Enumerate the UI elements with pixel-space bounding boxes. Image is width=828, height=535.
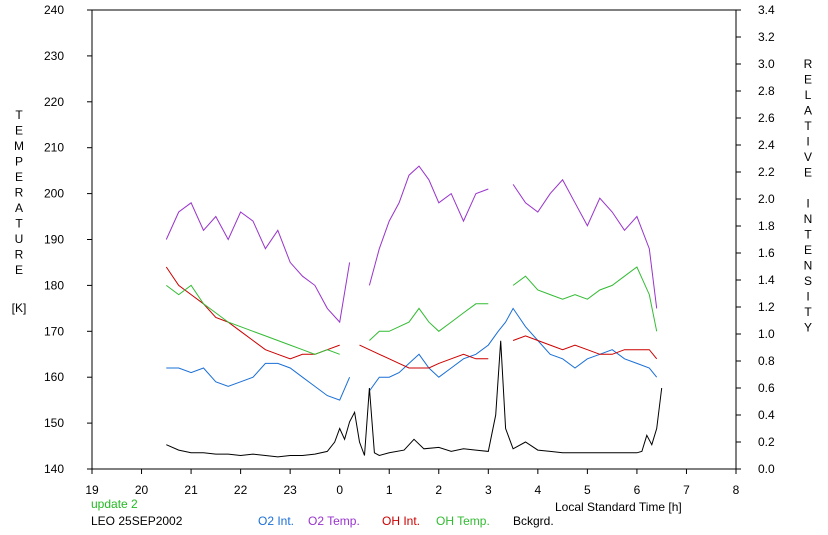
y-right-tick-label: 2.8 bbox=[758, 84, 775, 98]
y-right-label-letter: Y bbox=[804, 321, 812, 335]
y-left-label-letter: P bbox=[15, 155, 23, 169]
y-right-label-letter: I bbox=[806, 197, 809, 211]
x-tick-label: 2 bbox=[435, 483, 442, 497]
x-tick-label: 22 bbox=[234, 483, 248, 497]
x-axis: 19 20 21 22 23 0 1 2 3 4 5 6 7 8 bbox=[85, 469, 740, 497]
y-right-tick-label: 2.6 bbox=[758, 111, 775, 125]
x-tick-label: 20 bbox=[135, 483, 149, 497]
y-right-label-letter: N bbox=[804, 212, 813, 226]
series-line-bckgrd bbox=[166, 340, 663, 458]
y-axis-left: 140 150 160 170 180 190 200 210 220 230 240 bbox=[44, 3, 92, 476]
legend-oh-int: OH Int. bbox=[382, 514, 421, 528]
series-layer bbox=[165, 165, 663, 458]
y-right-tick-label: 3.0 bbox=[758, 57, 775, 71]
y-left-tick-label: 210 bbox=[44, 141, 64, 155]
y-left-label-letter: R bbox=[15, 248, 24, 262]
plot-frame bbox=[91, 9, 737, 470]
x-tick-label: 5 bbox=[584, 483, 591, 497]
y-right-label-letter: I bbox=[806, 290, 809, 304]
station-date-label: LEO 25SEP2002 bbox=[91, 514, 183, 528]
y-right-label-letter: E bbox=[804, 73, 812, 87]
y-axis-right: 0.0 0.2 0.4 0.6 0.8 1.0 1.2 1.4 1.6 1.8 2.0 2.2 2.4 2… bbox=[736, 3, 775, 476]
update-label: update 2 bbox=[91, 497, 138, 511]
y-left-label-letter: M bbox=[14, 139, 24, 153]
y-right-tick-label: 0.2 bbox=[758, 435, 775, 449]
y-right-tick-label: 1.0 bbox=[758, 327, 775, 341]
y-right-label-letter: L bbox=[805, 88, 812, 102]
x-tick-label: 4 bbox=[535, 483, 542, 497]
x-tick-label: 3 bbox=[485, 483, 492, 497]
series-line-o2-int bbox=[166, 307, 658, 401]
y-left-tick-label: 200 bbox=[44, 187, 64, 201]
y-left-label-letter: E bbox=[15, 124, 23, 138]
y-right-label-letter: E bbox=[804, 166, 812, 180]
y-left-tick-label: 230 bbox=[44, 49, 64, 63]
x-tick-label: 0 bbox=[336, 483, 343, 497]
series-line-o2-temp bbox=[165, 165, 658, 324]
y-left-label-letter: U bbox=[15, 232, 24, 246]
x-tick-label: 8 bbox=[733, 483, 740, 497]
y-right-label-letter: R bbox=[804, 57, 813, 71]
y-right-tick-label: 0.8 bbox=[758, 354, 775, 368]
y-right-tick-label: 1.4 bbox=[758, 273, 775, 287]
y-left-tick-label: 160 bbox=[44, 370, 64, 384]
y-left-label-letter: T bbox=[15, 217, 23, 231]
y-left-tick-label: 170 bbox=[44, 324, 64, 338]
x-tick-label: 7 bbox=[683, 483, 690, 497]
legend-oh-temp: OH Temp. bbox=[436, 514, 490, 528]
y-right-tick-label: 3.2 bbox=[758, 30, 775, 44]
y-right-label-letter: V bbox=[804, 150, 812, 164]
y-left-label-letter: E bbox=[15, 170, 23, 184]
x-tick-label: 6 bbox=[634, 483, 641, 497]
y-right-tick-label: 3.4 bbox=[758, 3, 775, 17]
y-left-tick-label: 240 bbox=[44, 3, 64, 17]
y-left-label-letter: A bbox=[15, 201, 23, 215]
y-right-tick-label: 1.8 bbox=[758, 219, 775, 233]
x-tick-label: 21 bbox=[184, 483, 198, 497]
y-right-label-letter: T bbox=[804, 228, 812, 242]
y-right-tick-label: 0.0 bbox=[758, 462, 775, 476]
y-left-tick-label: 190 bbox=[44, 233, 64, 247]
y-right-label-letter: E bbox=[804, 243, 812, 257]
series-line-oh-temp bbox=[166, 266, 658, 355]
y-left-tick-label: 180 bbox=[44, 278, 64, 292]
x-axis-label: Local Standard Time [h] bbox=[555, 500, 682, 514]
y-right-tick-label: 1.2 bbox=[758, 300, 775, 314]
y-left-unit-label: [K] bbox=[12, 301, 27, 315]
y-right-tick-label: 0.6 bbox=[758, 381, 775, 395]
y-left-tick-label: 220 bbox=[44, 95, 64, 109]
legend-o2-int: O2 Int. bbox=[258, 514, 295, 528]
y-left-label-letter: T bbox=[15, 108, 23, 122]
y-right-tick-label: 2.2 bbox=[758, 165, 775, 179]
x-tick-label: 19 bbox=[85, 483, 99, 497]
y-right-label-letter: S bbox=[804, 274, 812, 288]
y-right-label-letter: T bbox=[804, 305, 812, 319]
y-right-label-letter: T bbox=[804, 119, 812, 133]
x-tick-label: 23 bbox=[283, 483, 297, 497]
y-right-label-letter: A bbox=[804, 104, 812, 118]
y-left-label-letter: R bbox=[15, 186, 24, 200]
legend-o2-temp: O2 Temp. bbox=[308, 514, 360, 528]
y-right-tick-label: 2.4 bbox=[758, 138, 775, 152]
series-line-oh-int bbox=[165, 266, 658, 369]
y-right-tick-label: 2.0 bbox=[758, 192, 775, 206]
y-left-tick-label: 150 bbox=[44, 416, 64, 430]
y-right-label-letter: I bbox=[806, 135, 809, 149]
y-right-label-letter: N bbox=[804, 259, 813, 273]
legend-bckgrd: Bckgrd. bbox=[513, 514, 554, 528]
y-right-tick-label: 0.4 bbox=[758, 408, 775, 422]
x-tick-label: 1 bbox=[386, 483, 393, 497]
y-right-tick-label: 1.6 bbox=[758, 246, 775, 260]
y-left-label-letter: E bbox=[15, 263, 23, 277]
y-left-tick-label: 140 bbox=[44, 462, 64, 476]
